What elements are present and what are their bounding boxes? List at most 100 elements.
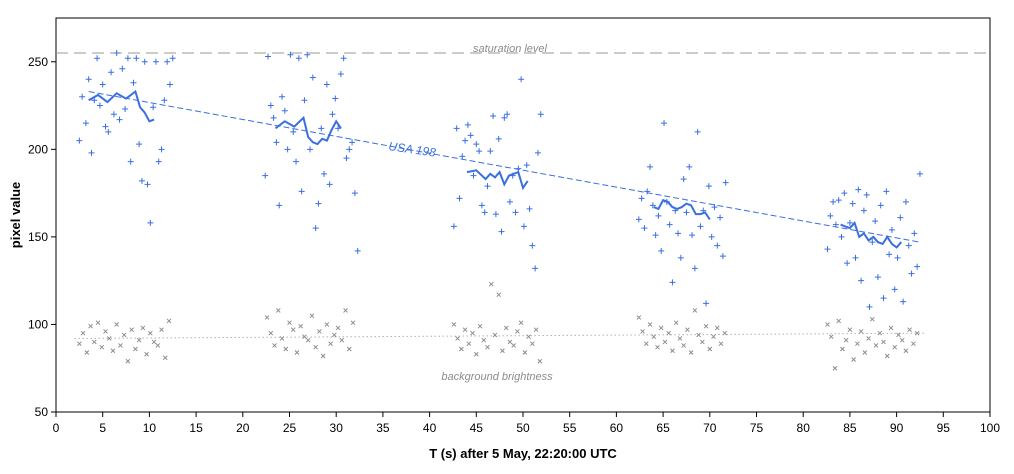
background-point [651, 334, 657, 340]
background-point [294, 350, 300, 355]
signal-point [281, 107, 288, 114]
signal-point [697, 223, 704, 230]
x-tick-label: 15 [189, 421, 203, 435]
signal-point [694, 128, 701, 135]
signal-points [76, 50, 923, 310]
signal-point [872, 218, 879, 225]
x-tick-label: 50 [516, 421, 530, 435]
signal-point [287, 51, 294, 58]
background-point [492, 332, 498, 338]
signal-point [147, 219, 154, 226]
signal-point [116, 116, 123, 123]
background-point [320, 353, 326, 359]
x-tick-label: 80 [797, 421, 811, 435]
signal-point [141, 58, 148, 65]
background-point [350, 320, 356, 326]
background-point [696, 332, 701, 338]
background-point [88, 323, 93, 329]
x-tick-label: 100 [980, 421, 1000, 435]
signal-point [523, 162, 530, 169]
signal-point [462, 137, 469, 144]
background-point [99, 344, 105, 350]
signal-point [349, 139, 356, 146]
signal-point [124, 55, 131, 62]
background-point [711, 334, 716, 340]
background-point [328, 341, 333, 347]
background-point [481, 337, 487, 343]
signal-point [534, 149, 541, 156]
background-point [140, 325, 146, 331]
signal-point [824, 246, 831, 253]
background-point [643, 341, 649, 347]
signal-point [76, 137, 83, 144]
signal-point [102, 123, 109, 130]
background-point [144, 351, 149, 357]
signal-point [481, 209, 488, 216]
signal-point [680, 176, 687, 183]
background-point [287, 320, 292, 326]
y-axis-title: pixel value [8, 182, 23, 248]
signal-point [683, 209, 690, 216]
background-label: background brightness [441, 371, 553, 383]
background-point [103, 329, 108, 334]
background-point [275, 308, 281, 313]
y-tick-label: 250 [28, 55, 48, 69]
signal-point [152, 58, 159, 65]
signal-point [891, 286, 898, 293]
signal-smoothed-line [840, 220, 903, 249]
signal-point [279, 93, 286, 100]
background-point [503, 325, 509, 331]
x-tick-label: 95 [937, 421, 951, 435]
signal-point [886, 251, 893, 258]
signal-point [108, 69, 115, 76]
background-point [466, 341, 472, 347]
signal-point [647, 163, 654, 170]
signal-point [130, 79, 137, 86]
signal-point [276, 202, 283, 209]
signal-point [717, 214, 724, 221]
x-tick-label: 60 [610, 421, 624, 435]
signal-point [315, 200, 322, 207]
background-point [507, 339, 513, 345]
background-point [343, 308, 348, 313]
signal-point [827, 212, 834, 219]
signal-point [852, 254, 859, 261]
signal-point [304, 51, 311, 58]
background-point [462, 327, 468, 333]
background-point [166, 318, 172, 324]
background-point [670, 348, 675, 354]
background-point [118, 343, 123, 348]
signal-point [880, 295, 887, 302]
background-point [133, 346, 138, 352]
background-point [662, 339, 668, 345]
signal-point [714, 242, 721, 249]
signal-point [675, 230, 682, 237]
signal-point [169, 55, 176, 62]
signal-point [838, 233, 845, 240]
signal-point [459, 153, 466, 160]
signal-point [94, 55, 101, 62]
signal-smoothed-line [466, 169, 529, 191]
trend-line [88, 91, 921, 243]
background-point [473, 351, 479, 357]
background-trend-line [74, 332, 925, 339]
y-tick-label: 50 [35, 405, 49, 419]
background-point [537, 358, 543, 364]
signal-point [888, 226, 895, 233]
background-point [699, 339, 705, 345]
background-point [688, 350, 694, 355]
signal-point [284, 146, 291, 153]
background-point [655, 344, 660, 350]
x-tick-label: 0 [53, 421, 60, 435]
signal-point [669, 279, 676, 286]
background-point [888, 325, 894, 331]
background-point [500, 348, 505, 354]
background-point [892, 344, 898, 350]
y-tick-label: 150 [28, 230, 48, 244]
signal-point [473, 141, 480, 148]
signal-point [456, 195, 463, 202]
background-point [526, 334, 531, 340]
signal-point [855, 186, 862, 193]
signal-point [501, 114, 508, 121]
background-point [272, 343, 277, 348]
